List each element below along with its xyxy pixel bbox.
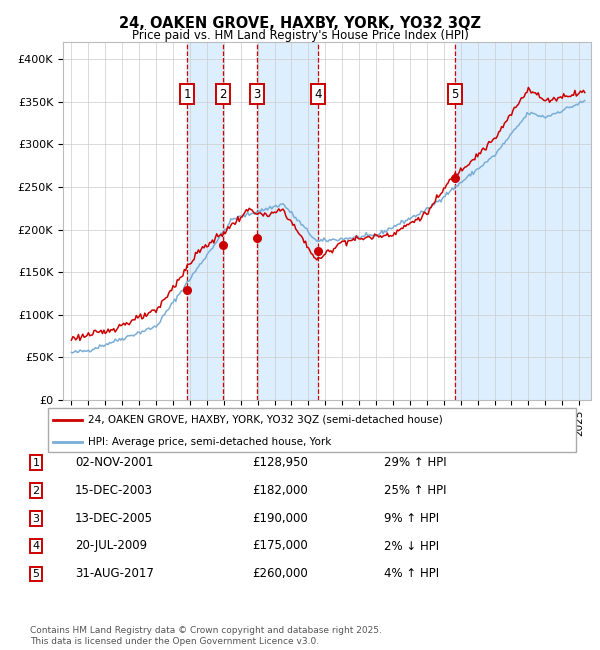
Text: Contains HM Land Registry data © Crown copyright and database right 2025.: Contains HM Land Registry data © Crown c…: [30, 626, 382, 635]
Text: 5: 5: [32, 569, 40, 579]
Text: HPI: Average price, semi-detached house, York: HPI: Average price, semi-detached house,…: [88, 437, 331, 447]
Text: 24, OAKEN GROVE, HAXBY, YORK, YO32 3QZ: 24, OAKEN GROVE, HAXBY, YORK, YO32 3QZ: [119, 16, 481, 31]
Text: £260,000: £260,000: [252, 567, 308, 580]
Text: Price paid vs. HM Land Registry's House Price Index (HPI): Price paid vs. HM Land Registry's House …: [131, 29, 469, 42]
Text: 1: 1: [32, 458, 40, 468]
Text: 3: 3: [253, 88, 260, 101]
Text: 5: 5: [451, 88, 459, 101]
Text: £175,000: £175,000: [252, 540, 308, 552]
FancyBboxPatch shape: [48, 408, 576, 452]
Text: 02-NOV-2001: 02-NOV-2001: [75, 456, 154, 469]
Text: 4: 4: [314, 88, 322, 101]
Bar: [187, 42, 223, 400]
Text: 13-DEC-2005: 13-DEC-2005: [75, 512, 153, 525]
Text: 2% ↓ HPI: 2% ↓ HPI: [384, 540, 439, 552]
Text: 9% ↑ HPI: 9% ↑ HPI: [384, 512, 439, 525]
Text: This data is licensed under the Open Government Licence v3.0.: This data is licensed under the Open Gov…: [30, 636, 319, 645]
Text: £128,950: £128,950: [252, 456, 308, 469]
Text: 1: 1: [184, 88, 191, 101]
Bar: [455, 42, 591, 400]
Text: 3: 3: [32, 514, 40, 524]
Text: £182,000: £182,000: [252, 484, 308, 497]
Bar: [257, 42, 317, 400]
Text: 2: 2: [32, 486, 40, 496]
Text: £190,000: £190,000: [252, 512, 308, 525]
Text: 20-JUL-2009: 20-JUL-2009: [75, 540, 147, 552]
Text: 24, OAKEN GROVE, HAXBY, YORK, YO32 3QZ (semi-detached house): 24, OAKEN GROVE, HAXBY, YORK, YO32 3QZ (…: [88, 415, 442, 425]
Text: 15-DEC-2003: 15-DEC-2003: [75, 484, 153, 497]
Text: 2: 2: [219, 88, 227, 101]
Text: 4: 4: [32, 541, 40, 551]
Text: 4% ↑ HPI: 4% ↑ HPI: [384, 567, 439, 580]
Text: 29% ↑ HPI: 29% ↑ HPI: [384, 456, 446, 469]
Text: 25% ↑ HPI: 25% ↑ HPI: [384, 484, 446, 497]
Text: 31-AUG-2017: 31-AUG-2017: [75, 567, 154, 580]
